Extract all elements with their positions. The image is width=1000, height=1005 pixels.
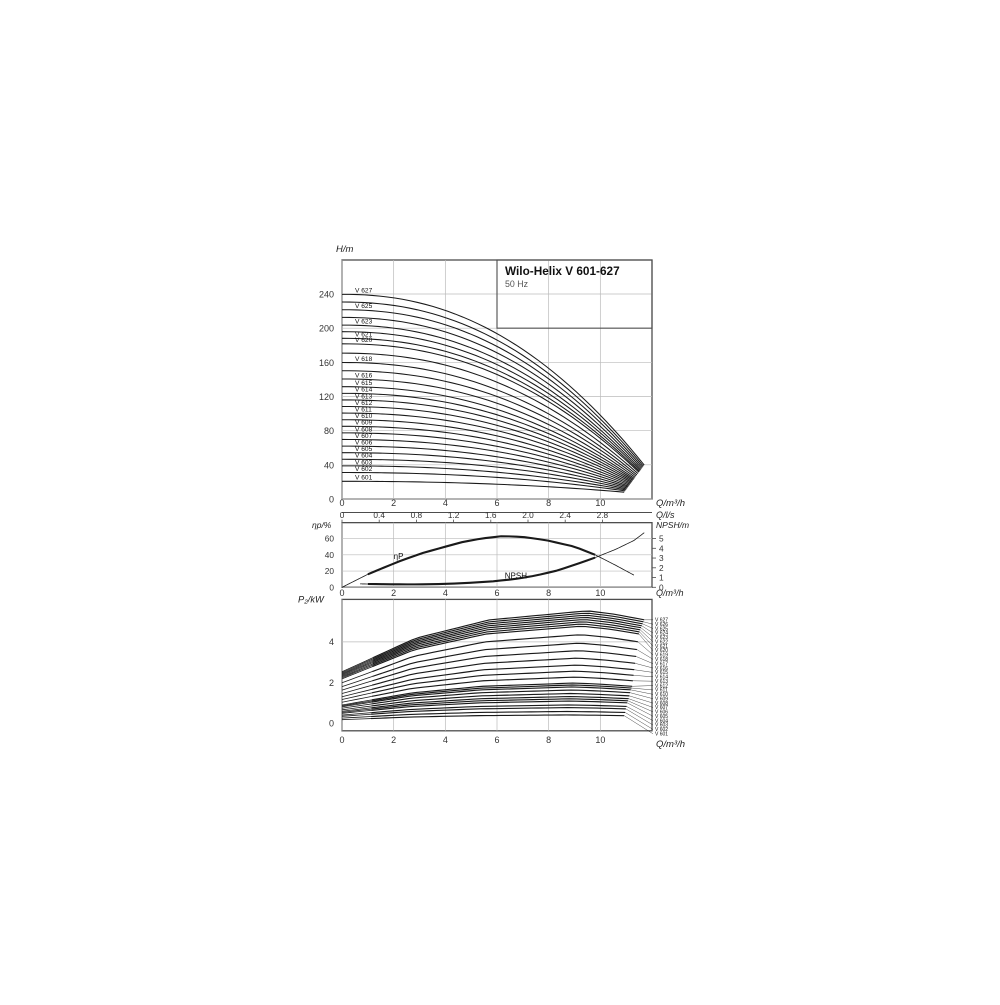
- svg-text:V 611: V 611: [355, 406, 372, 413]
- svg-text:Q/m³/h: Q/m³/h: [656, 498, 685, 509]
- svg-text:2: 2: [659, 563, 664, 573]
- svg-text:H/m: H/m: [336, 244, 354, 255]
- svg-text:0: 0: [329, 719, 334, 729]
- svg-text:0.8: 0.8: [411, 510, 423, 520]
- svg-text:1.2: 1.2: [448, 510, 460, 520]
- svg-text:2.8: 2.8: [597, 510, 609, 520]
- svg-text:V 608: V 608: [355, 426, 373, 433]
- svg-text:V 610: V 610: [355, 413, 373, 420]
- svg-text:8: 8: [546, 498, 551, 508]
- svg-text:V 615: V 615: [355, 380, 373, 387]
- svg-text:120: 120: [319, 392, 334, 402]
- svg-text:6: 6: [494, 735, 499, 745]
- svg-text:V 621: V 621: [355, 332, 373, 339]
- svg-text:1.6: 1.6: [485, 510, 497, 520]
- svg-text:V 606: V 606: [355, 440, 373, 447]
- svg-text:4: 4: [443, 588, 448, 598]
- svg-text:Wilo-Helix V 601-627: Wilo-Helix V 601-627: [505, 264, 620, 278]
- svg-text:4: 4: [443, 735, 448, 745]
- svg-text:240: 240: [319, 290, 334, 300]
- svg-text:200: 200: [319, 324, 334, 334]
- svg-text:V 613: V 613: [355, 393, 373, 400]
- svg-text:10: 10: [595, 588, 605, 598]
- svg-text:V 627: V 627: [355, 288, 373, 295]
- svg-text:0: 0: [339, 498, 344, 508]
- svg-text:0: 0: [339, 588, 344, 598]
- svg-text:4: 4: [443, 498, 448, 508]
- svg-text:60: 60: [325, 534, 335, 544]
- svg-text:6: 6: [494, 498, 499, 508]
- svg-text:80: 80: [324, 426, 334, 436]
- svg-text:40: 40: [324, 460, 334, 470]
- svg-text:0: 0: [329, 495, 334, 505]
- svg-text:0: 0: [339, 735, 344, 745]
- svg-text:Q/m³/h: Q/m³/h: [656, 739, 685, 750]
- svg-text:V 604: V 604: [355, 453, 373, 460]
- svg-text:2.0: 2.0: [522, 510, 534, 520]
- svg-text:Q/l/s: Q/l/s: [656, 510, 675, 520]
- svg-text:ηp/%: ηp/%: [312, 520, 332, 530]
- svg-text:8: 8: [546, 588, 551, 598]
- svg-text:0: 0: [340, 510, 345, 520]
- svg-text:160: 160: [319, 358, 334, 368]
- svg-text:10: 10: [595, 498, 605, 508]
- svg-text:6: 6: [494, 588, 499, 598]
- svg-text:5: 5: [659, 534, 664, 544]
- svg-text:V 623: V 623: [355, 318, 373, 325]
- svg-text:4: 4: [659, 543, 664, 553]
- svg-text:2: 2: [391, 735, 396, 745]
- svg-text:20: 20: [325, 566, 335, 576]
- svg-text:4: 4: [329, 637, 334, 647]
- svg-text:1: 1: [659, 573, 664, 583]
- svg-text:0.4: 0.4: [373, 510, 385, 520]
- svg-text:V 605: V 605: [355, 446, 373, 453]
- svg-text:0: 0: [329, 582, 334, 592]
- svg-text:2: 2: [391, 588, 396, 598]
- svg-text:3: 3: [659, 553, 664, 563]
- svg-text:P₂/kW: P₂/kW: [298, 595, 325, 605]
- svg-text:V 603: V 603: [355, 459, 373, 466]
- svg-text:V 609: V 609: [355, 420, 373, 427]
- svg-text:10: 10: [595, 735, 605, 745]
- svg-text:V 607: V 607: [355, 433, 373, 440]
- svg-text:V 601: V 601: [655, 732, 668, 738]
- svg-text:V 625: V 625: [355, 303, 373, 310]
- svg-text:50 Hz: 50 Hz: [505, 279, 528, 289]
- svg-text:0: 0: [659, 582, 664, 592]
- svg-text:V 612: V 612: [355, 400, 373, 407]
- svg-text:NPSH: NPSH: [505, 572, 527, 581]
- svg-text:8: 8: [546, 735, 551, 745]
- svg-text:V 614: V 614: [355, 387, 373, 394]
- svg-text:2: 2: [329, 678, 334, 688]
- svg-text:V 602: V 602: [355, 466, 373, 473]
- svg-text:2.4: 2.4: [559, 510, 571, 520]
- svg-text:V 601: V 601: [355, 475, 373, 482]
- svg-text:V 618: V 618: [355, 356, 373, 363]
- svg-text:40: 40: [325, 550, 335, 560]
- svg-text:2: 2: [391, 498, 396, 508]
- svg-text:NPSH/m: NPSH/m: [656, 520, 689, 530]
- svg-text:V 616: V 616: [355, 372, 373, 379]
- svg-text:ηP: ηP: [394, 552, 404, 561]
